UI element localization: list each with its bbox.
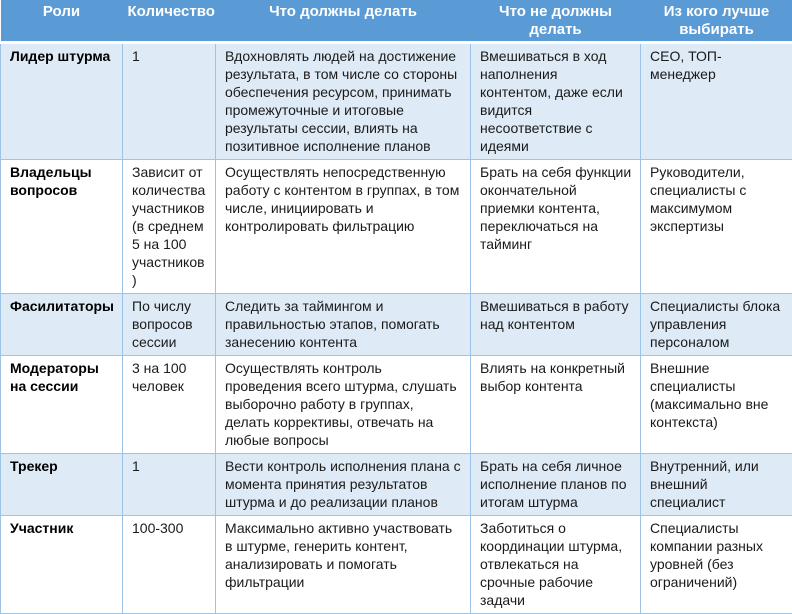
- cell-pick-from: Руководители, специалисты с максимумом э…: [641, 160, 792, 294]
- cell-count: 1: [123, 454, 216, 516]
- table-row: Участник 100-300 Максимально активно уча…: [1, 516, 792, 614]
- cell-pick-from: Внешние специалисты (максимально вне кон…: [641, 356, 792, 454]
- cell-role: Фасилитаторы: [1, 294, 123, 356]
- table-row: Фасилитаторы По числу вопросов сессии Сл…: [1, 294, 792, 356]
- table-row: Владельцы вопросов Зависит от количества…: [1, 160, 792, 294]
- cell-should-not-do: Вмешиваться в ход наполнения контентом, …: [471, 43, 641, 160]
- cell-should-not-do: Заботиться о координации штурма, отвлека…: [471, 516, 641, 614]
- column-header-should-not-do: Что не должны делать: [471, 0, 641, 43]
- column-header-role: Роли: [1, 0, 123, 43]
- cell-should-not-do: Вмешиваться в работу над контентом: [471, 294, 641, 356]
- cell-should-do: Максимально активно участвовать в штурме…: [216, 516, 471, 614]
- cell-should-do: Осуществлять контроль проведения всего ш…: [216, 356, 471, 454]
- cell-count: 1: [123, 43, 216, 160]
- table-row: Трекер 1 Вести контроль исполнения плана…: [1, 454, 792, 516]
- column-header-should-do: Что должны делать: [216, 0, 471, 43]
- cell-should-not-do: Влиять на конкретный выбор контента: [471, 356, 641, 454]
- column-header-count: Количество: [123, 0, 216, 43]
- cell-role: Владельцы вопросов: [1, 160, 123, 294]
- cell-should-do: Вести контроль исполнения плана с момент…: [216, 454, 471, 516]
- cell-count: 3 на 100 человек: [123, 356, 216, 454]
- cell-should-do: Осуществлять непосредственную работу с к…: [216, 160, 471, 294]
- cell-role: Трекер: [1, 454, 123, 516]
- cell-role: Участник: [1, 516, 123, 614]
- cell-pick-from: Специалисты блока управления персоналом: [641, 294, 792, 356]
- cell-role: Модераторы на сессии: [1, 356, 123, 454]
- cell-count: 100-300: [123, 516, 216, 614]
- table-row: Модераторы на сессии 3 на 100 человек Ос…: [1, 356, 792, 454]
- cell-pick-from: Внутренний, или внешний специалист: [641, 454, 792, 516]
- cell-pick-from: Специалисты компании разных уровней (без…: [641, 516, 792, 614]
- cell-role: Лидер штурма: [1, 43, 123, 160]
- table-row: Лидер штурма 1 Вдохновлять людей на дост…: [1, 43, 792, 160]
- column-header-pick-from: Из кого лучше выбирать: [641, 0, 792, 43]
- cell-should-do: Вдохновлять людей на достижение результа…: [216, 43, 471, 160]
- cell-should-do: Следить за таймингом и правильностью эта…: [216, 294, 471, 356]
- cell-count: Зависит от количества участников (в сред…: [123, 160, 216, 294]
- cell-should-not-do: Брать на себя личное исполнение планов п…: [471, 454, 641, 516]
- cell-pick-from: СЕО, ТОП-менеджер: [641, 43, 792, 160]
- cell-count: По числу вопросов сессии: [123, 294, 216, 356]
- cell-should-not-do: Брать на себя функции окончательной прие…: [471, 160, 641, 294]
- header-row: Роли Количество Что должны делать Что не…: [1, 0, 792, 43]
